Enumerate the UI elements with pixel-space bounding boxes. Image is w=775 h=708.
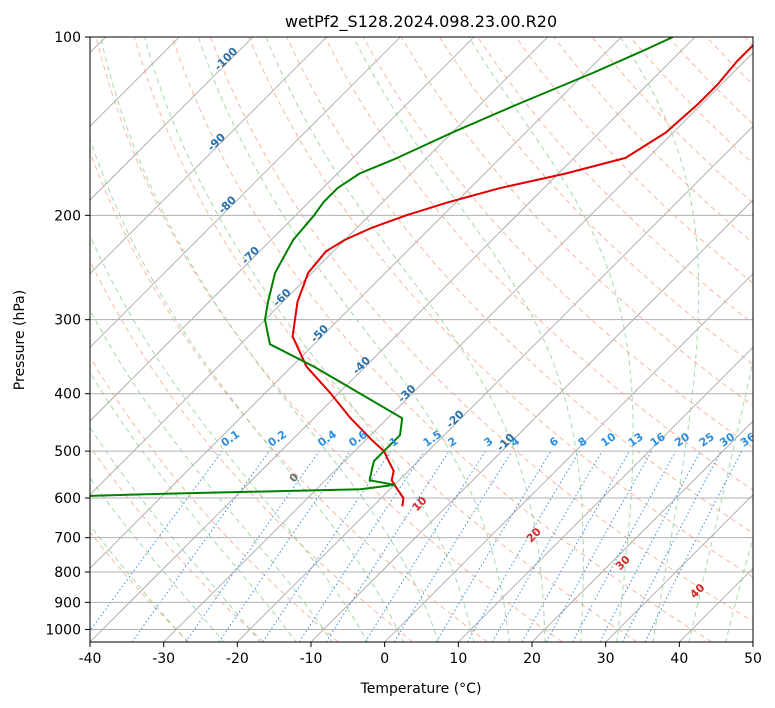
moist-adiabat-line [468, 37, 634, 642]
moist-adiabat-line [100, 37, 440, 642]
moist-adiabat-line [90, 477, 225, 642]
x-tick-label: -10 [300, 651, 323, 667]
x-tick-label: 40 [670, 651, 688, 667]
isotherm-line [90, 37, 548, 496]
mixing-ratio-line [393, 450, 513, 642]
x-tick-label: 20 [523, 651, 541, 667]
dry-adiabat-line [90, 531, 190, 642]
x-tick-label: -20 [226, 651, 249, 667]
moist-adiabat-line [90, 234, 369, 642]
isotherm-line [90, 37, 401, 348]
y-tick-label: 400 [54, 387, 81, 403]
moist-adiabat-line [144, 37, 475, 642]
isotherm-line [605, 494, 753, 642]
isotherm-line [90, 37, 622, 569]
dry-adiabat-line [90, 259, 414, 642]
mixing-ratio-line [185, 450, 320, 642]
mixing-ratio-line [262, 450, 392, 642]
mixing-ratio-line [572, 450, 677, 642]
moist-adiabat-line [265, 37, 546, 642]
y-tick-label: 700 [54, 531, 81, 547]
x-tick-label: 10 [449, 651, 467, 667]
y-tick-label: 300 [54, 313, 81, 329]
dry-adiabat-line [438, 37, 753, 366]
plot-frame [89, 36, 754, 643]
x-tick-label: -30 [152, 651, 175, 667]
dry-adiabat-line [515, 37, 753, 284]
dry-adiabat-line [171, 37, 712, 642]
moist-adiabat-line [90, 371, 297, 642]
pressure-gridlines [90, 37, 753, 630]
chart-title: wetPf2_S128.2024.098.23.00.R20 [285, 12, 557, 32]
mixing-ratio-line [90, 450, 223, 632]
y-tick-label: 500 [54, 444, 81, 460]
isotherm-line [163, 52, 753, 642]
mixing-ratio-line [218, 450, 351, 642]
y-tick-label: 200 [54, 208, 81, 224]
mixing-ratio-line [545, 450, 653, 642]
moist-adiabat-line [90, 137, 404, 642]
mixing-ratio-line [325, 450, 450, 642]
mixing-ratio-line [521, 450, 630, 642]
isotherm-line [237, 125, 753, 642]
y-tick-label: 1000 [45, 622, 81, 638]
dry-adiabat-line [400, 37, 753, 407]
isotherm-line [90, 37, 696, 642]
background-lines [90, 37, 753, 642]
dry-adiabat-line [286, 37, 753, 534]
temperature-line [291, 43, 753, 507]
dry-adiabat-line [133, 37, 638, 642]
moist-adiabat-line [620, 37, 700, 642]
x-axis-label: Temperature (°C) [360, 681, 482, 697]
dry-adiabat-line [248, 37, 753, 578]
isotherm-line [90, 37, 327, 275]
axes: -40 -30 -20 -10 0 10 20 30 40 50 100 200 300 400 500 60… [45, 30, 762, 667]
dry-adiabat-line [90, 150, 488, 642]
y-tick-label: 600 [54, 491, 81, 507]
y-axis-label: Pressure (hPa) [12, 290, 28, 390]
isotherm-line [458, 346, 753, 642]
mixing-ratio-line [644, 450, 743, 642]
x-tick-label: 30 [597, 651, 615, 667]
dry-adiabat-line [90, 445, 264, 642]
y-tick-label: 800 [54, 565, 81, 581]
isotherm-line [384, 273, 753, 642]
y-tick-label: 900 [54, 595, 81, 611]
mixing-ratio-line [298, 450, 425, 642]
moist-adiabat-line [90, 524, 188, 642]
isotherm-line [531, 420, 753, 642]
series-lines [90, 37, 753, 507]
x-tick-label: 0 [380, 651, 389, 667]
dewpoint-line [90, 37, 674, 497]
x-tick-label: -40 [79, 651, 102, 667]
moist-adiabat-line [90, 426, 261, 642]
isotherm-line [90, 37, 254, 201]
y-tick-label: 100 [54, 30, 81, 46]
dry-adiabat-line [90, 356, 339, 642]
dry-adiabat-line [210, 37, 753, 623]
isotherm-line [90, 37, 475, 422]
mixing-ratio-line [131, 450, 270, 642]
x-tick-label: 50 [744, 651, 762, 667]
